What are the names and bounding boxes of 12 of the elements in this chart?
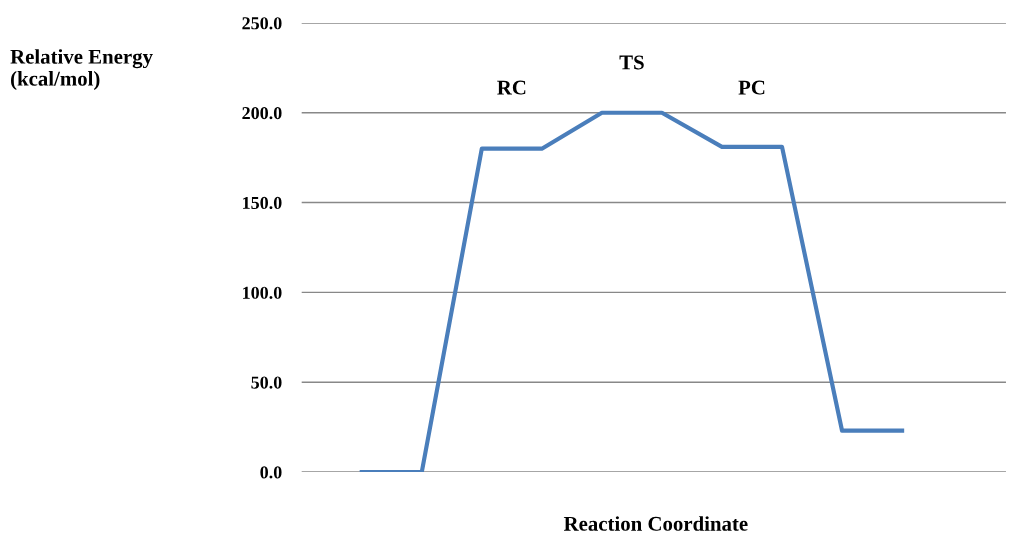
y-tick-label: 150.0 <box>243 196 282 210</box>
annotation: RC <box>497 80 526 95</box>
annotation: TS <box>619 55 644 70</box>
annotation: PC <box>738 80 765 95</box>
line-series <box>359 110 905 473</box>
y-tick-label: 0.0 <box>260 466 282 479</box>
y-tick-label: 50.0 <box>251 376 282 389</box>
y-tick-label: 100.0 <box>243 286 282 299</box>
y-tick-label: 200.0 <box>242 107 282 120</box>
y-tick-label: 250.0 <box>242 17 282 30</box>
x-axis-title: Reaction Coordinate <box>563 516 748 531</box>
y-axis-title: Relative Energy (kcal/mol) <box>10 49 153 90</box>
